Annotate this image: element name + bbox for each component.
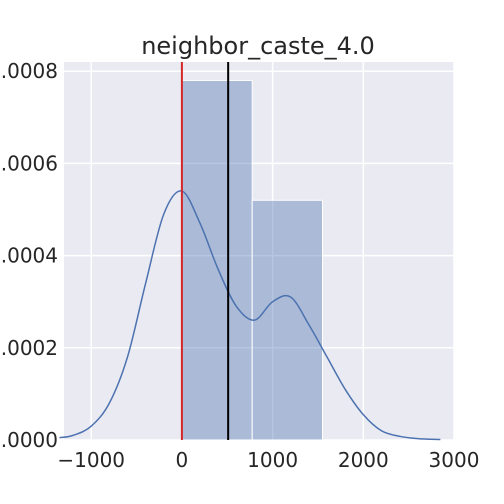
histogram-bar	[251, 199, 323, 441]
x-tick-label: 2000	[338, 448, 389, 472]
reference-lines	[180, 62, 230, 440]
x-tick-label: 1000	[247, 448, 298, 472]
x-tick-label: 0	[176, 448, 189, 472]
x-tick-label: 3000	[429, 448, 480, 472]
y-axis-ticks: 0.0000 0.0002 0.0004 0.0006 0.0008	[0, 59, 58, 452]
y-tick-label: 0.0004	[0, 244, 58, 268]
y-tick-label: 0.0006	[0, 151, 58, 175]
x-axis-ticks: −1000 0 1000 2000 3000	[57, 448, 479, 472]
kde-curve-group	[59, 190, 441, 441]
y-tick-label: 0.0008	[0, 59, 58, 83]
plot-area	[64, 62, 454, 440]
histogram-bar	[181, 79, 253, 441]
x-tick-label: −1000	[57, 448, 125, 472]
kde-curve	[59, 190, 441, 441]
y-tick-label: 0.0002	[0, 336, 58, 360]
bars	[181, 79, 323, 441]
y-tick-label: 0.0000	[0, 428, 58, 452]
chart-title: neighbor_caste_4.0	[141, 32, 375, 60]
